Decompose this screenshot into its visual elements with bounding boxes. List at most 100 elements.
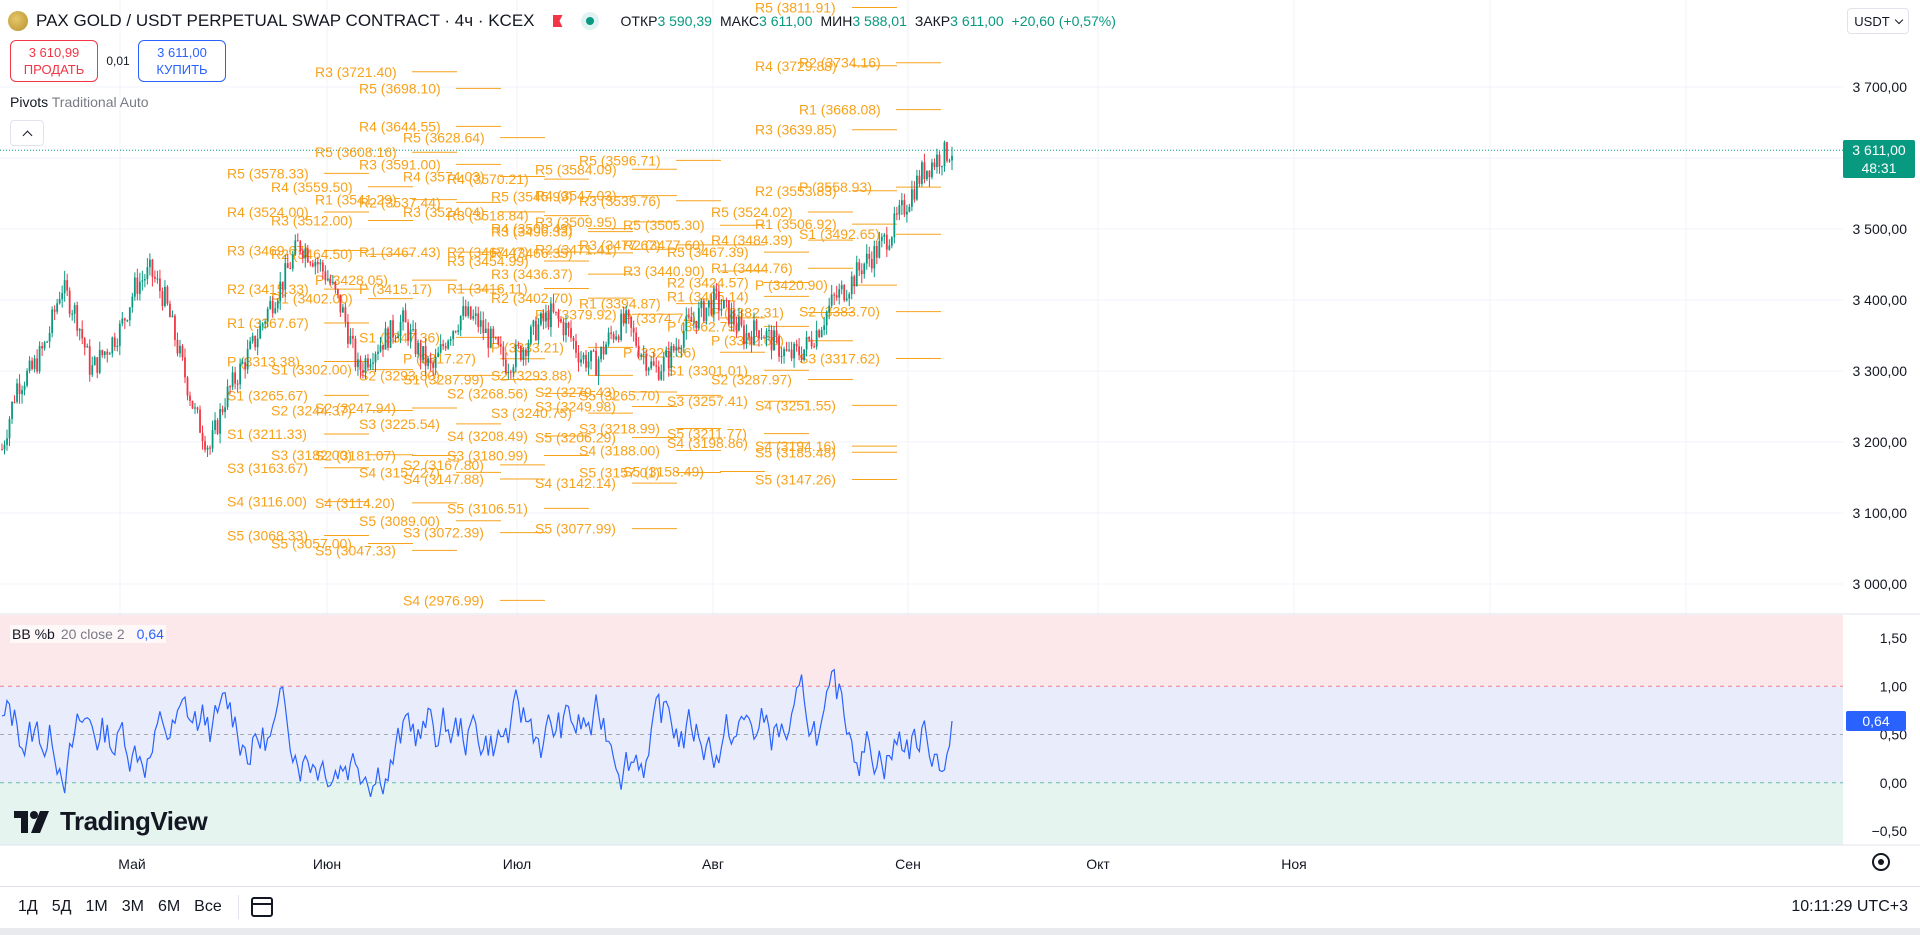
pivot-label: S5 (3211.77) xyxy=(667,426,747,442)
pivot-label: P (3374.74) xyxy=(623,310,696,326)
candle-body xyxy=(645,354,648,371)
pivots-name: Pivots xyxy=(10,94,49,110)
candle-body xyxy=(625,310,628,324)
candle-body xyxy=(815,330,818,347)
candle-body xyxy=(321,262,324,272)
pivot-label: R4 (3466.35) xyxy=(491,245,573,261)
candle-body xyxy=(835,295,838,298)
candle-body xyxy=(535,320,537,341)
clock[interactable]: 10:11:29 UTC+3 xyxy=(1791,898,1908,915)
currency-selector[interactable]: USDT xyxy=(1847,8,1909,34)
pivot-label: R1 (3394.87) xyxy=(579,296,661,312)
candle-body xyxy=(51,309,54,334)
candle-body xyxy=(936,154,938,168)
candle-body xyxy=(908,206,911,212)
pivot-label: S4 (3251.55) xyxy=(755,397,836,413)
candle-body xyxy=(331,281,334,284)
candle-body xyxy=(607,332,610,345)
candle-body xyxy=(407,322,409,341)
collapse-legend-button[interactable] xyxy=(10,120,44,146)
candle-body xyxy=(763,337,765,339)
candle-body xyxy=(422,346,425,361)
pivot-label: S1 (3302.00) xyxy=(271,362,352,378)
candle-body xyxy=(16,383,18,402)
candle-body xyxy=(18,383,21,395)
time-tick-label: Май xyxy=(118,856,145,872)
pivot-label: S2 (3167.80) xyxy=(403,457,484,473)
candle-body xyxy=(68,290,71,314)
bb-overbought-zone xyxy=(0,615,1843,687)
high-value: 3 611,00 xyxy=(759,13,813,29)
candle-body xyxy=(8,419,11,439)
bb-tick-label: 1,00 xyxy=(1880,678,1907,694)
candle-body xyxy=(555,311,557,313)
bb-params: 20 close 2 xyxy=(60,626,125,642)
bb-name: BB %b xyxy=(12,626,55,642)
candle-body xyxy=(286,263,289,269)
candle-body xyxy=(785,349,788,351)
candle-body xyxy=(820,330,823,338)
candle-body xyxy=(888,245,891,250)
range-6m-button[interactable]: 6М xyxy=(157,897,181,915)
candle-body xyxy=(88,346,91,375)
pivot-label: S4 (3188.00) xyxy=(579,443,660,459)
candle-body xyxy=(627,310,630,317)
symbol-title[interactable]: PAX GOLD / USDT PERPETUAL SWAP CONTRACT … xyxy=(36,11,535,30)
tradingview-logo[interactable]: TradingView xyxy=(14,806,208,837)
candle-body xyxy=(537,324,540,341)
candle-body xyxy=(36,358,38,372)
candle-body xyxy=(808,336,811,340)
pivot-label: P (3326.36) xyxy=(623,344,696,360)
candle-body xyxy=(146,267,149,280)
candle-body xyxy=(562,321,565,336)
candle-body xyxy=(113,337,116,347)
range-5d-button[interactable]: 5Д xyxy=(51,897,72,915)
pivot-label: R3 (3639.85) xyxy=(755,122,837,138)
pivots-indicator-legend[interactable]: Pivots Traditional Auto xyxy=(10,94,149,110)
pivot-label: R4 (3484.39) xyxy=(711,232,793,248)
flag-icon[interactable] xyxy=(552,15,563,27)
pivot-label: S1 (3301.01) xyxy=(667,362,748,378)
candle-body xyxy=(106,351,109,355)
candle-body xyxy=(246,348,249,370)
candle-body xyxy=(910,189,913,207)
candle-body xyxy=(221,409,224,413)
price-tick-label: 3 500,00 xyxy=(1853,221,1908,237)
pivot-label: R3 (3539.76) xyxy=(579,193,661,209)
sell-button[interactable]: 3 610,99 ПРОДАТЬ xyxy=(10,40,98,82)
candle-body xyxy=(863,263,866,275)
range-all-button[interactable]: Все xyxy=(194,897,222,915)
buy-button[interactable]: 3 611,00 КУПИТЬ xyxy=(138,40,226,82)
range-1m-button[interactable]: 1М xyxy=(85,897,108,915)
candle-body xyxy=(269,301,272,309)
candle-body xyxy=(660,371,663,380)
range-1d-button[interactable]: 1Д xyxy=(18,897,38,915)
pivot-label: S3 (3240.75) xyxy=(491,405,572,421)
calendar-icon[interactable] xyxy=(250,896,273,917)
gear-icon[interactable] xyxy=(1872,853,1890,871)
pivot-label: S5 (3089.00) xyxy=(359,513,440,529)
candle-body xyxy=(715,288,718,292)
pivot-label: R5 (3545.99) xyxy=(491,188,573,204)
candle-body xyxy=(66,280,69,291)
candle-body xyxy=(143,279,146,281)
candle-body xyxy=(81,329,84,339)
candle-body xyxy=(397,336,399,338)
candle-body xyxy=(347,321,349,344)
pivot-label: R5 (3608.16) xyxy=(315,144,397,160)
trade-panel: 3 610,99 ПРОДАТЬ 0,01 3 611,00 КУПИТЬ xyxy=(10,40,226,82)
range-3m-button[interactable]: 3М xyxy=(121,897,144,915)
candle-body xyxy=(580,359,582,363)
pivot-label: R5 (3596.71) xyxy=(579,152,661,168)
candle-body xyxy=(131,296,134,308)
candle-body xyxy=(229,386,232,388)
candle-body xyxy=(309,262,312,264)
candle-body xyxy=(201,432,204,442)
candle-body xyxy=(414,329,417,355)
pivot-label: S5 (3147.26) xyxy=(755,471,836,487)
open-value: 3 590,39 xyxy=(657,13,712,29)
bb-indicator-legend[interactable]: BB %b 20 close 2 0,64 xyxy=(10,625,166,643)
candle-body xyxy=(374,353,377,363)
